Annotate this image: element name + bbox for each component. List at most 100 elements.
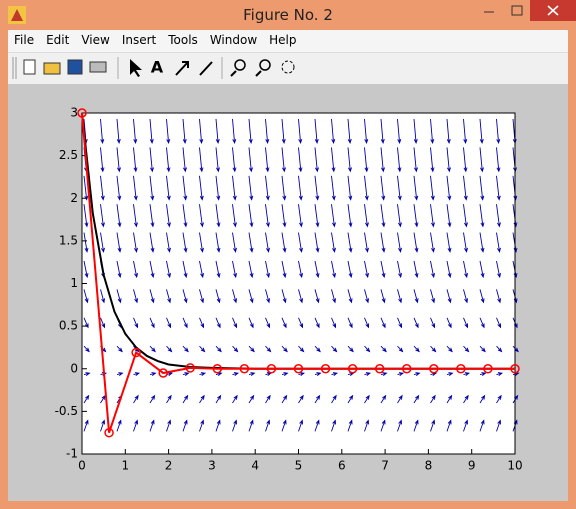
y-tick-label: 2.5	[59, 148, 78, 162]
direction-arrow	[496, 260, 501, 279]
direction-arrow	[446, 345, 453, 353]
direction-arrow	[166, 394, 172, 404]
direction-arrow	[364, 147, 369, 173]
direction-arrow	[149, 419, 155, 432]
direction-arrow	[248, 175, 254, 201]
maximize[interactable]	[511, 5, 523, 16]
direction-arrow	[83, 419, 89, 432]
menu-item[interactable]: View	[81, 33, 110, 47]
direction-arrow	[496, 289, 501, 304]
direction-arrow	[83, 175, 89, 201]
direction-arrow	[281, 345, 288, 353]
direction-arrow	[248, 345, 255, 353]
direction-arrow	[298, 419, 304, 432]
menu-item[interactable]: Help	[269, 33, 297, 47]
print[interactable]	[89, 61, 107, 73]
direction-arrow	[331, 317, 337, 329]
marker	[293, 364, 304, 374]
direction-arrow	[347, 260, 353, 279]
y-tick-label: -0.5	[55, 404, 78, 418]
direction-arrow	[265, 204, 270, 228]
direction-arrow	[83, 317, 89, 329]
direction-arrow	[298, 260, 303, 279]
direction-arrow	[347, 394, 354, 404]
arrow-tool[interactable]	[175, 61, 189, 76]
menu-item[interactable]: Insert	[121, 33, 157, 47]
app-icon	[8, 6, 26, 24]
direction-arrow	[446, 175, 452, 201]
direction-arrow	[430, 289, 435, 304]
text-tool[interactable]: A	[151, 58, 164, 77]
select[interactable]	[130, 59, 142, 77]
direction-arrow	[496, 372, 504, 376]
menu-item[interactable]: Window	[209, 33, 258, 47]
direction-arrow	[463, 147, 468, 173]
line-tool[interactable]	[199, 61, 213, 76]
direction-arrow	[479, 372, 487, 376]
direction-arrow	[446, 147, 451, 173]
direction-arrow	[215, 232, 221, 253]
menu-item[interactable]: File	[14, 33, 35, 47]
direction-arrow	[298, 118, 303, 145]
zoom-out[interactable]	[259, 59, 271, 71]
direction-arrow	[166, 232, 171, 253]
direction-arrow	[380, 118, 385, 145]
direction-arrow	[215, 289, 221, 304]
x-tick-label: 0	[78, 459, 86, 473]
direction-arrow	[446, 419, 452, 432]
direction-arrow	[413, 345, 420, 353]
direction-arrow	[232, 260, 237, 279]
direction-arrow	[265, 147, 270, 173]
direction-arrow	[463, 260, 468, 279]
direction-arrow	[248, 118, 253, 145]
direction-arrow	[463, 345, 470, 353]
direction-arrow	[347, 204, 353, 228]
direction-arrow	[331, 260, 336, 279]
zoom-in[interactable]	[234, 59, 246, 71]
direction-arrow	[116, 372, 124, 376]
direction-arrow	[446, 260, 452, 279]
new[interactable]	[23, 59, 36, 75]
figure-area: 0 1 2 3 4 5 6 7 8 9 10 -1 -0.5 0 0.5 1 1.5 2 2.5 3	[8, 84, 568, 501]
direction-arrow	[83, 260, 89, 279]
marker	[510, 364, 520, 374]
direction-arrow	[446, 289, 452, 304]
marker	[131, 347, 141, 358]
direction-arrow	[446, 317, 452, 329]
direction-arrow	[166, 204, 171, 228]
direction-arrow	[496, 204, 501, 228]
direction-arrow	[232, 232, 237, 253]
direction-arrow	[248, 419, 254, 432]
direction-arrow	[479, 345, 486, 353]
direction-arrow	[232, 419, 238, 432]
direction-arrow	[380, 289, 386, 304]
direction-arrow	[397, 394, 403, 404]
direction-arrow	[331, 345, 338, 353]
direction-arrow	[265, 345, 272, 353]
direction-arrow	[364, 317, 370, 329]
direction-arrow	[133, 118, 138, 145]
direction-arrow	[298, 394, 304, 404]
direction-arrow	[430, 317, 436, 329]
direction-arrow	[199, 232, 204, 253]
open[interactable]	[43, 62, 61, 75]
save[interactable]	[67, 59, 83, 75]
y-tick-label: 1.5	[59, 233, 78, 247]
direction-arrow	[133, 394, 139, 404]
direction-arrow	[182, 118, 187, 145]
menu-item[interactable]: Edit	[46, 33, 70, 47]
menu-item[interactable]: Tools	[168, 33, 198, 47]
direction-arrow	[166, 118, 171, 145]
direction-arrow	[116, 118, 121, 145]
direction-arrow	[496, 345, 503, 353]
x-tick-label: 1	[121, 459, 129, 473]
direction-arrow	[380, 394, 387, 404]
direction-arrow	[116, 345, 123, 353]
direction-arrow	[331, 372, 339, 376]
direction-arrow	[265, 289, 270, 304]
direction-arrow	[463, 232, 468, 253]
direction-arrow	[281, 204, 287, 228]
direction-arrow	[265, 260, 270, 279]
marker	[212, 364, 223, 374]
rotate[interactable]	[281, 60, 295, 74]
